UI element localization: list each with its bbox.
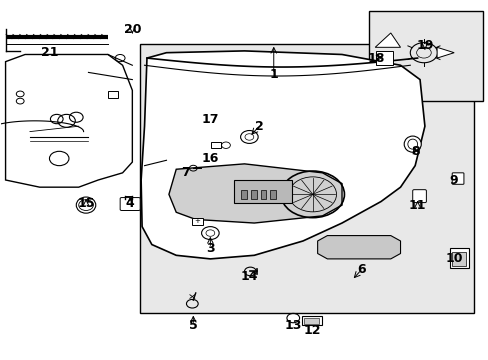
Text: 9: 9: [449, 174, 458, 186]
Text: 18: 18: [366, 51, 384, 64]
Ellipse shape: [404, 136, 420, 152]
Bar: [191, 218, 202, 225]
Text: 13: 13: [284, 319, 301, 332]
Bar: [140, 44, 473, 313]
Bar: [260, 190, 266, 199]
Ellipse shape: [407, 139, 417, 149]
Bar: [304, 318, 318, 324]
Bar: [241, 190, 246, 199]
Bar: [375, 51, 392, 65]
Text: 5: 5: [188, 319, 197, 332]
Polygon shape: [168, 164, 341, 223]
Polygon shape: [436, 47, 453, 58]
Ellipse shape: [76, 197, 96, 213]
Text: 15: 15: [77, 197, 95, 210]
FancyBboxPatch shape: [412, 190, 426, 203]
Text: 16: 16: [201, 152, 219, 165]
Text: 8: 8: [410, 145, 419, 158]
Bar: [211, 142, 221, 148]
Text: 19: 19: [415, 39, 433, 52]
FancyBboxPatch shape: [451, 173, 463, 184]
Text: 7: 7: [181, 166, 190, 179]
Text: 14: 14: [240, 270, 258, 283]
Text: 1: 1: [269, 68, 278, 81]
Polygon shape: [374, 33, 400, 47]
Bar: [233, 180, 292, 203]
Text: 3: 3: [205, 242, 214, 255]
Bar: [451, 252, 465, 266]
Text: +: +: [194, 218, 200, 224]
Text: 12: 12: [304, 324, 321, 337]
Bar: [302, 316, 321, 325]
Bar: [368, 12, 483, 101]
Text: 6: 6: [356, 263, 365, 276]
Polygon shape: [141, 51, 424, 259]
FancyBboxPatch shape: [120, 198, 140, 211]
Text: 10: 10: [445, 252, 462, 265]
Bar: [270, 190, 276, 199]
Polygon shape: [317, 235, 400, 259]
Bar: [449, 248, 468, 268]
Text: 17: 17: [201, 113, 219, 126]
Text: 2: 2: [254, 120, 263, 133]
Text: 21: 21: [41, 46, 58, 59]
Bar: [250, 190, 256, 199]
Text: 11: 11: [408, 199, 426, 212]
Bar: [108, 91, 118, 98]
Polygon shape: [5, 54, 132, 187]
Text: 4: 4: [125, 197, 134, 210]
Text: 20: 20: [123, 23, 141, 36]
